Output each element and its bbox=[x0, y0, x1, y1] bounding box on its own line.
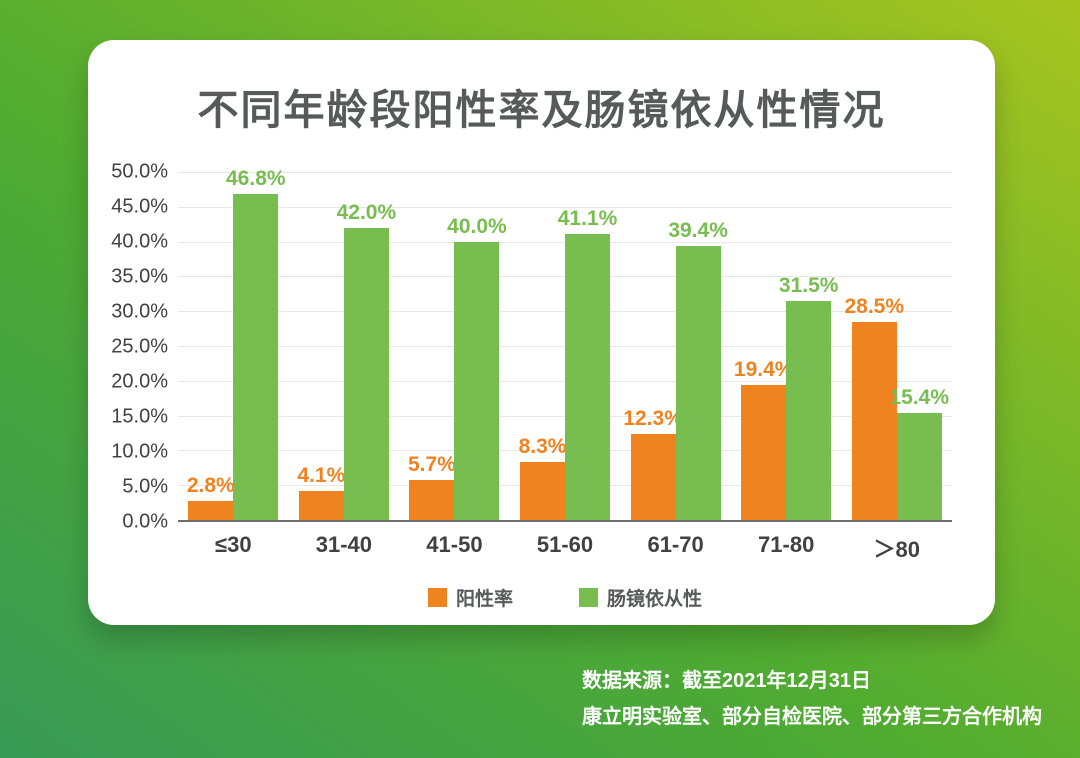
bar-value-label: 2.8% bbox=[186, 473, 235, 497]
bar-chart: 50.0% 45.0% 40.0% 35.0% 30.0% 25.0% 20.0% 15.0%… bbox=[108, 161, 952, 611]
plot-area: 2.8% 46.8% 4.1% 42.0% 5.7% 40.0% 8.3% 41.1% 12.3… bbox=[178, 167, 952, 522]
bar-positive-rate: 8.3% bbox=[519, 435, 566, 520]
x-axis: ≤30 31-40 41-50 51-60 61-70 71-80 ＞80 bbox=[178, 532, 952, 564]
x-axis-label: 41-50 bbox=[426, 532, 483, 557]
bar-value-label: 41.1% bbox=[557, 206, 618, 230]
y-axis-tick-label: 25.0% bbox=[111, 335, 168, 358]
legend-swatch-positive-rate bbox=[427, 588, 447, 607]
y-axis-tick-label: 0.0% bbox=[122, 510, 168, 533]
y-axis-tick-label: 50.0% bbox=[111, 160, 168, 183]
chart-title: 不同年龄段阳性率及肠镜依从性情况 bbox=[197, 87, 886, 133]
bar-group: 12.3% 39.4% bbox=[620, 172, 731, 520]
gridline bbox=[178, 206, 952, 208]
bar-value-label: 39.4% bbox=[668, 218, 728, 242]
bar-value-label: 31.5% bbox=[778, 273, 839, 297]
x-axis-label: 31-40 bbox=[315, 532, 372, 557]
bar-value-label: 4.1% bbox=[297, 464, 346, 488]
bar-colonoscopy-compliance: 41.1% bbox=[558, 207, 617, 520]
bar-value-label: 12.3% bbox=[623, 407, 683, 431]
bar-value-label: 40.0% bbox=[447, 214, 507, 238]
plot-column: 2.8% 46.8% 4.1% 42.0% 5.7% 40.0% 8.3% 41.1% 12.3… bbox=[178, 167, 952, 611]
bar-colonoscopy-compliance: 39.4% bbox=[668, 219, 728, 520]
bar-group: 4.1% 42.0% bbox=[289, 172, 400, 520]
bar-value-label: 5.7% bbox=[408, 453, 456, 477]
bar-value-label: 46.8% bbox=[226, 167, 286, 191]
legend-swatch-colonoscopy-compliance bbox=[579, 588, 598, 607]
bar-colonoscopy-compliance: 31.5% bbox=[779, 274, 838, 520]
y-axis-tick-label: 40.0% bbox=[111, 230, 168, 253]
bar-colonoscopy-compliance: 46.8% bbox=[226, 167, 286, 520]
gridline bbox=[178, 380, 952, 382]
y-axis-tick-label: 30.0% bbox=[111, 300, 168, 323]
bar-group: 5.7% 40.0% bbox=[399, 172, 510, 520]
y-axis-tick-label: 20.0% bbox=[111, 370, 168, 393]
gridline bbox=[178, 311, 952, 313]
x-axis-label: ≤30 bbox=[215, 532, 252, 557]
bar-group: 2.8% 46.8% bbox=[178, 167, 289, 520]
legend: 阳性率 肠镜依从性 bbox=[178, 584, 952, 611]
y-axis: 50.0% 45.0% 40.0% 35.0% 30.0% 25.0% 20.0% 15.0%… bbox=[108, 161, 178, 533]
data-source-line-1: 数据来源：截至2021年12月31日 bbox=[582, 670, 871, 692]
y-axis-tick-label: 45.0% bbox=[111, 195, 168, 218]
bar-positive-rate: 28.5% bbox=[844, 295, 904, 520]
legend-label: 肠镜依从性 bbox=[607, 589, 703, 610]
gridline bbox=[178, 415, 952, 417]
data-source-note: 数据来源：截至2021年12月31日 康立明实验室、部分自检医院、部分第三方合作… bbox=[582, 663, 1042, 735]
bar-group: 28.5% 15.4% bbox=[841, 172, 952, 520]
bar-positive-rate: 12.3% bbox=[623, 407, 683, 520]
data-source-line-2: 康立明实验室、部分自检医院、部分第三方合作机构 bbox=[582, 706, 1042, 728]
x-axis-label: 51-60 bbox=[536, 532, 594, 557]
y-axis-tick-label: 15.0% bbox=[111, 405, 168, 428]
bar-group: 19.4% 31.5% bbox=[731, 172, 842, 520]
legend-label: 阳性率 bbox=[455, 589, 513, 610]
bar-positive-rate: 2.8% bbox=[187, 474, 235, 520]
gridline bbox=[178, 172, 952, 173]
bar-group: 8.3% 41.1% bbox=[510, 172, 621, 520]
bar-groups-layer: 2.8% 46.8% 4.1% 42.0% 5.7% 40.0% 8.3% 41.1% 12.3… bbox=[178, 167, 952, 520]
legend-item-positive-rate: 阳性率 bbox=[427, 584, 513, 611]
gridline bbox=[178, 276, 952, 278]
bar-colonoscopy-compliance: 15.4% bbox=[889, 386, 949, 520]
bar-colonoscopy-compliance: 40.0% bbox=[447, 215, 507, 520]
bar-colonoscopy-compliance: 42.0% bbox=[337, 201, 396, 520]
x-axis-label: ＞80 bbox=[873, 537, 920, 562]
bar-positive-rate: 4.1% bbox=[297, 464, 345, 520]
bar-positive-rate: 5.7% bbox=[408, 453, 456, 520]
y-axis-tick-label: 5.0% bbox=[122, 475, 168, 498]
x-axis-label: 61-70 bbox=[647, 532, 704, 557]
x-axis-label: 71-80 bbox=[758, 532, 815, 557]
y-axis-tick-label: 35.0% bbox=[111, 265, 168, 288]
bar-value-label: 8.3% bbox=[518, 435, 567, 459]
bar-value-label: 28.5% bbox=[844, 294, 905, 318]
gridline bbox=[178, 450, 952, 452]
gridline bbox=[178, 346, 952, 347]
legend-item-colonoscopy-compliance: 肠镜依从性 bbox=[579, 584, 702, 611]
chart-card: 不同年龄段阳性率及肠镜依从性情况 50.0% 45.0% 40.0% 35.0% 30.… bbox=[88, 40, 995, 625]
bar-value-label: 42.0% bbox=[336, 200, 397, 224]
bar-value-label: 19.4% bbox=[733, 357, 794, 381]
bar-positive-rate: 19.4% bbox=[734, 358, 793, 520]
gridline bbox=[178, 241, 952, 243]
bar-value-label: 15.4% bbox=[889, 385, 950, 409]
y-axis-tick-label: 10.0% bbox=[111, 440, 168, 463]
